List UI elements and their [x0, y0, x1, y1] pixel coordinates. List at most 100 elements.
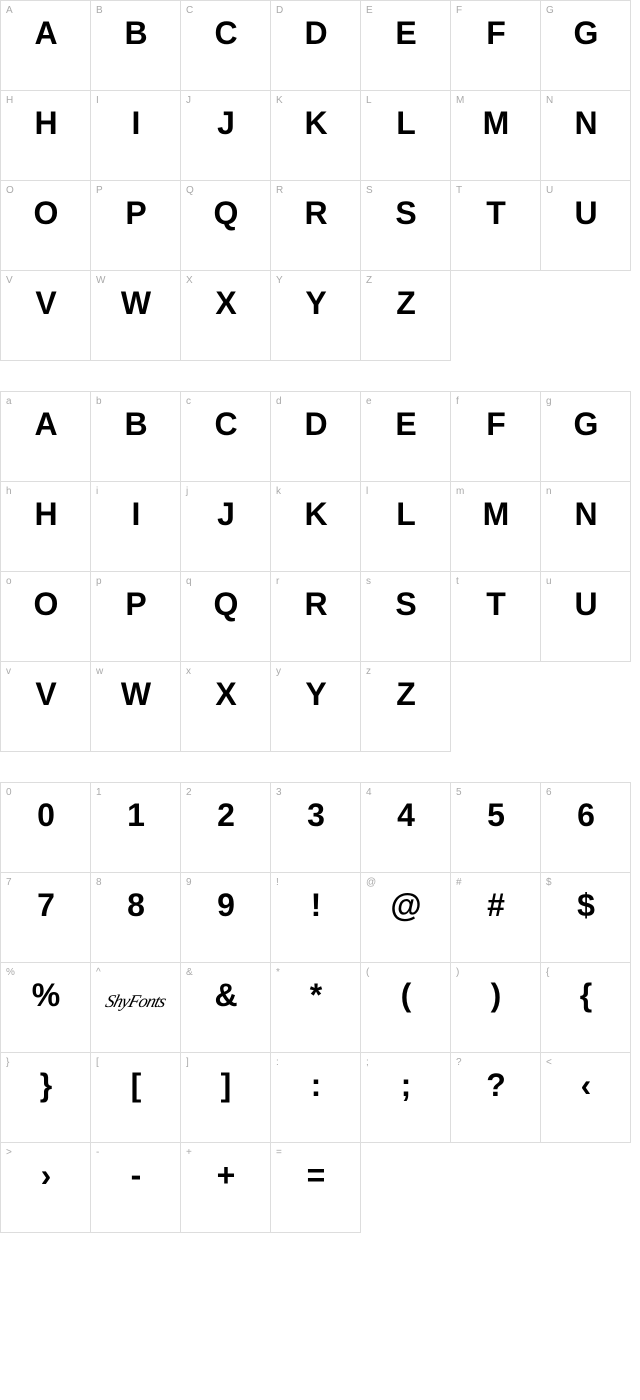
glyph-cell: QQ: [181, 181, 271, 271]
glyph-display: U: [541, 195, 630, 232]
glyph-grid: 00112233445566778899!!@@##$$%%^ShyFonts&…: [0, 782, 631, 1233]
glyph-cell: II: [91, 91, 181, 181]
glyph-display: }: [1, 1067, 90, 1104]
glyph-cell: cC: [181, 392, 271, 482]
glyph-cell: MM: [451, 91, 541, 181]
glyph-cell: 66: [541, 783, 631, 873]
glyph-cell: kK: [271, 482, 361, 572]
glyph-display: S: [361, 586, 450, 623]
glyph-display: -: [91, 1157, 180, 1194]
glyph-cell: PP: [91, 181, 181, 271]
glyph-cell: 55: [451, 783, 541, 873]
glyph-display: M: [451, 105, 540, 142]
glyph-display: U: [541, 586, 630, 623]
glyph-display: N: [541, 105, 630, 142]
glyph-display: Z: [361, 676, 450, 713]
glyph-display: +: [181, 1157, 270, 1194]
glyph-display: F: [451, 15, 540, 52]
glyph-cell: ##: [451, 873, 541, 963]
empty-cell: [361, 1143, 451, 1233]
glyph-cell: RR: [271, 181, 361, 271]
glyph-cell: BB: [91, 1, 181, 91]
empty-cell: [451, 271, 541, 361]
glyph-display: R: [271, 586, 360, 623]
glyph-cell: eE: [361, 392, 451, 482]
glyph-cell: 88: [91, 873, 181, 963]
glyph-display: G: [541, 15, 630, 52]
glyph-cell: nN: [541, 482, 631, 572]
glyph-cell: ZZ: [361, 271, 451, 361]
glyph-display: L: [361, 105, 450, 142]
glyph-cell: EE: [361, 1, 451, 91]
glyph-display: ShyFonts: [88, 991, 183, 1012]
glyph-display: V: [1, 285, 90, 322]
glyph-display: H: [1, 105, 90, 142]
glyph-cell: bB: [91, 392, 181, 482]
glyph-cell: 11: [91, 783, 181, 873]
glyph-display: *: [271, 977, 360, 1014]
glyph-cell: lL: [361, 482, 451, 572]
glyph-cell: 77: [1, 873, 91, 963]
glyph-display: J: [181, 105, 270, 142]
glyph-cell: mM: [451, 482, 541, 572]
glyph-display: ;: [361, 1067, 450, 1104]
glyph-cell: pP: [91, 572, 181, 662]
glyph-display: O: [1, 586, 90, 623]
glyph-cell: wW: [91, 662, 181, 752]
glyph-cell: sS: [361, 572, 451, 662]
glyph-display: B: [91, 15, 180, 52]
glyph-cell: %%: [1, 963, 91, 1053]
glyph-cell: ((: [361, 963, 451, 1053]
glyph-display: #: [451, 887, 540, 924]
glyph-cell: fF: [451, 392, 541, 482]
glyph-cell: TT: [451, 181, 541, 271]
glyph-cell: AA: [1, 1, 91, 91]
glyph-display: {: [541, 977, 630, 1014]
glyph-cell: **: [271, 963, 361, 1053]
glyph-cell: )): [451, 963, 541, 1053]
glyph-cell: 33: [271, 783, 361, 873]
glyph-cell: oO: [1, 572, 91, 662]
glyph-cell: XX: [181, 271, 271, 361]
glyph-display: 9: [181, 887, 270, 924]
glyph-display: B: [91, 406, 180, 443]
glyph-grid: AABBCCDDEEFFGGHHIIJJKKLLMMNNOOPPQQRRSSTT…: [0, 0, 631, 361]
glyph-display: T: [451, 586, 540, 623]
glyph-cell: YY: [271, 271, 361, 361]
glyph-display: ?: [451, 1067, 540, 1104]
glyph-cell: uU: [541, 572, 631, 662]
glyph-cell: tT: [451, 572, 541, 662]
glyph-cell: xX: [181, 662, 271, 752]
glyph-display: 5: [451, 797, 540, 834]
glyph-cell: <‹: [541, 1053, 631, 1143]
glyph-display: 7: [1, 887, 90, 924]
glyph-display: L: [361, 496, 450, 533]
glyph-display: =: [271, 1157, 360, 1194]
glyph-display: !: [271, 887, 360, 924]
glyph-display: O: [1, 195, 90, 232]
glyph-display: %: [1, 977, 90, 1014]
glyph-display: Y: [271, 285, 360, 322]
glyph-cell: aA: [1, 392, 91, 482]
glyph-cell: SS: [361, 181, 451, 271]
glyph-cell: @@: [361, 873, 451, 963]
glyph-cell: DD: [271, 1, 361, 91]
glyph-display: W: [91, 676, 180, 713]
glyph-section: aAbBcCdDeEfFgGhHiIjJkKlLmMnNoOpPqQrRsStT…: [0, 391, 640, 752]
glyph-display: $: [541, 887, 630, 924]
glyph-display: 6: [541, 797, 630, 834]
glyph-cell: zZ: [361, 662, 451, 752]
glyph-display: Q: [181, 586, 270, 623]
glyph-display: S: [361, 195, 450, 232]
glyph-cell: JJ: [181, 91, 271, 181]
glyph-cell: rR: [271, 572, 361, 662]
glyph-cell: iI: [91, 482, 181, 572]
glyph-display: W: [91, 285, 180, 322]
glyph-cell: >›: [1, 1143, 91, 1233]
glyph-display: P: [91, 195, 180, 232]
glyph-display: T: [451, 195, 540, 232]
glyph-cell: }}: [1, 1053, 91, 1143]
glyph-display: J: [181, 496, 270, 533]
glyph-display: ]: [181, 1067, 270, 1104]
glyph-display: G: [541, 406, 630, 443]
